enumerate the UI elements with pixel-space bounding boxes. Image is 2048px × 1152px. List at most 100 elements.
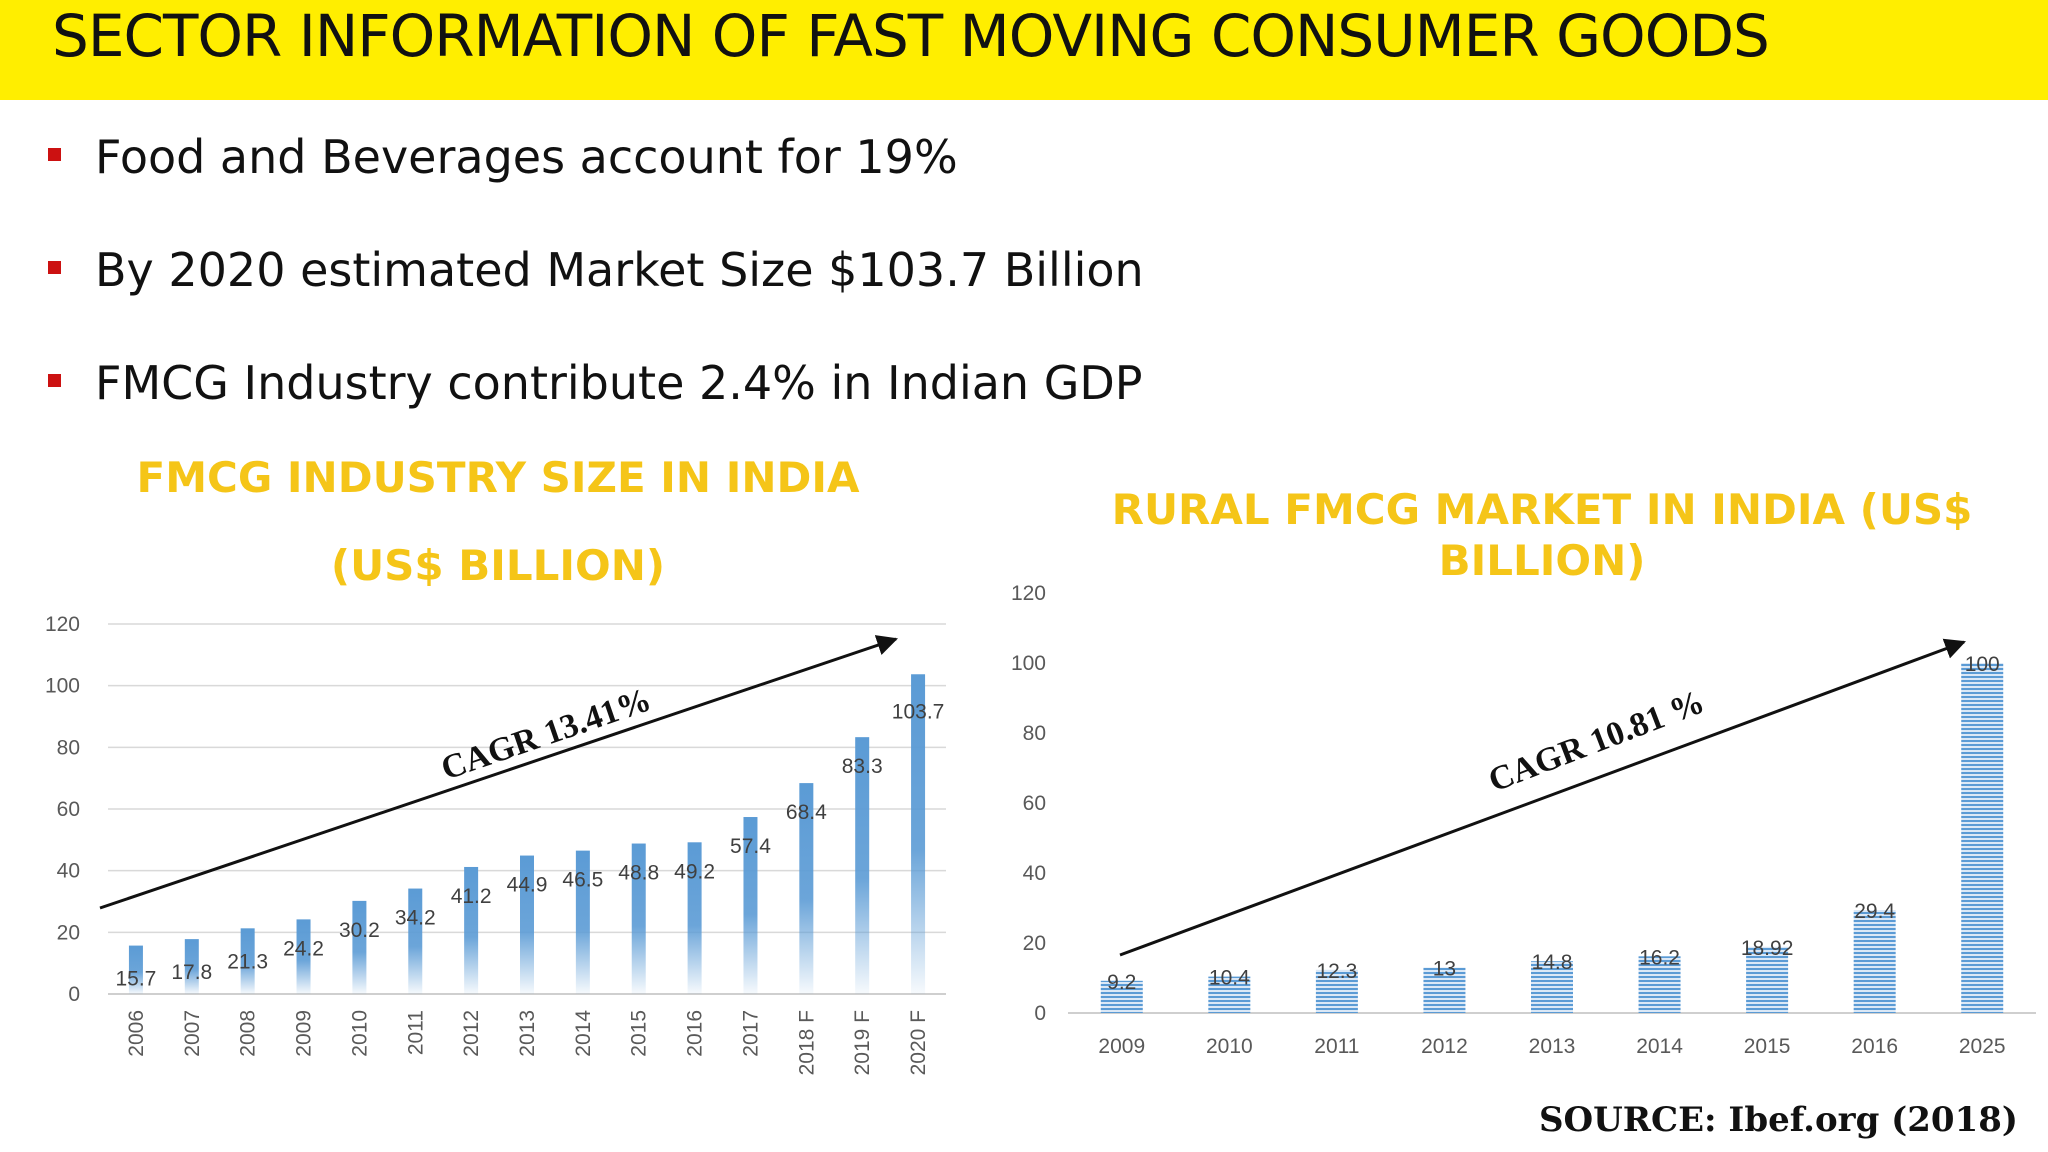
bar bbox=[184, 939, 199, 994]
data-label: 13 bbox=[1433, 958, 1456, 981]
y-tick-label: 120 bbox=[1011, 582, 1046, 605]
data-label: 103.7 bbox=[892, 700, 945, 723]
x-tick-label: 2013 bbox=[1529, 1035, 1576, 1058]
data-label: 83.3 bbox=[842, 755, 883, 778]
bar bbox=[743, 817, 758, 994]
x-tick-label: 2009 bbox=[1098, 1035, 1145, 1058]
data-label: 100 bbox=[1965, 653, 2000, 676]
data-label: 46.5 bbox=[562, 869, 603, 892]
x-tick-label: 2011 bbox=[404, 1010, 427, 1055]
y-tick-label: 20 bbox=[57, 921, 80, 944]
bullet-text: By 2020 estimated Market Size $103.7 Bil… bbox=[95, 243, 1144, 297]
cagr-arrow-icon bbox=[99, 635, 898, 910]
x-tick-label: 2010 bbox=[348, 1010, 371, 1057]
chart-2: 0 20 40 60 80 100 120 9.2 2009 10.4 2010 12.3 2011 13… bbox=[1011, 582, 2036, 1058]
x-tick-label: 2007 bbox=[181, 1010, 204, 1057]
bar bbox=[1853, 910, 1896, 1013]
bullet-text: FMCG Industry contribute 2.4% in Indian … bbox=[95, 356, 1143, 410]
chart-2-subtitle: BILLION) bbox=[1438, 536, 1646, 585]
x-tick-label: 2014 bbox=[572, 1010, 595, 1057]
y-tick-label: 100 bbox=[45, 675, 80, 698]
source-citation: SOURCE: Ibef.org (2018) bbox=[1538, 1100, 2018, 1140]
y-tick-label: 0 bbox=[68, 983, 80, 1006]
y-tick-label: 40 bbox=[1023, 862, 1046, 885]
y-tick-label: 80 bbox=[1023, 722, 1046, 745]
x-tick-label: 2016 bbox=[684, 1010, 707, 1057]
cagr-annotation: CAGR 13.41% bbox=[437, 681, 656, 787]
y-tick-label: 40 bbox=[57, 860, 80, 883]
bar bbox=[631, 843, 646, 994]
bar bbox=[1531, 961, 1573, 1013]
y-tick-label: 100 bbox=[1011, 652, 1046, 675]
y-tick-label: 20 bbox=[1023, 932, 1046, 955]
data-label: 30.2 bbox=[339, 919, 380, 942]
data-label: 15.7 bbox=[115, 968, 156, 991]
x-tick-label: 2015 bbox=[1744, 1035, 1791, 1058]
x-tick-label: 2006 bbox=[125, 1010, 148, 1057]
bullet-item: Food and Beverages account for 19% bbox=[48, 122, 958, 192]
x-tick-label: 2012 bbox=[460, 1010, 483, 1057]
bar bbox=[1423, 967, 1466, 1013]
data-label: 14.8 bbox=[1532, 951, 1573, 974]
chart-2-title: RURAL FMCG MARKET IN INDIA (US$ bbox=[1111, 485, 1973, 534]
data-label: 34.2 bbox=[395, 907, 436, 930]
page-title: SECTOR INFORMATION OF FAST MOVING CONSUM… bbox=[52, 2, 1770, 70]
bar bbox=[1638, 956, 1681, 1013]
x-tick-label: 2012 bbox=[1421, 1035, 1468, 1058]
bar bbox=[799, 783, 814, 994]
data-label: 29.4 bbox=[1854, 900, 1895, 923]
y-tick-label: 60 bbox=[1023, 792, 1046, 815]
y-tick-label: 60 bbox=[57, 798, 80, 821]
data-label: 41.2 bbox=[451, 885, 492, 908]
x-tick-label: 2014 bbox=[1636, 1035, 1683, 1058]
bullet-marker-icon bbox=[48, 148, 61, 161]
bar bbox=[296, 919, 311, 994]
y-tick-label: 120 bbox=[45, 613, 80, 636]
data-label: 44.9 bbox=[507, 874, 548, 897]
data-label: 10.4 bbox=[1209, 967, 1250, 990]
data-label: 21.3 bbox=[227, 950, 268, 973]
x-tick-label: 2020 F bbox=[907, 1010, 930, 1075]
bar bbox=[520, 855, 534, 994]
chart-1-title: FMCG INDUSTRY SIZE IN INDIA bbox=[136, 453, 860, 502]
cagr-arrow-icon bbox=[1119, 638, 1966, 957]
x-tick-label: 2025 bbox=[1959, 1035, 2006, 1058]
data-label: 9.2 bbox=[1107, 971, 1136, 994]
cagr-annotation: CAGR 10.81 % bbox=[1484, 683, 1710, 799]
bar bbox=[1100, 980, 1143, 1013]
data-label: 68.4 bbox=[786, 801, 827, 824]
bar bbox=[352, 900, 367, 994]
x-tick-label: 2011 bbox=[1314, 1035, 1359, 1058]
x-tick-label: 2013 bbox=[516, 1010, 539, 1057]
data-label: 24.2 bbox=[283, 937, 324, 960]
bar bbox=[855, 737, 870, 994]
x-tick-label: 2010 bbox=[1206, 1035, 1253, 1058]
x-tick-label: 2015 bbox=[628, 1010, 651, 1057]
bullet-item: By 2020 estimated Market Size $103.7 Bil… bbox=[48, 235, 1144, 305]
title-bar: SECTOR INFORMATION OF FAST MOVING CONSUM… bbox=[0, 0, 2048, 100]
bullet-marker-icon bbox=[48, 374, 61, 387]
bar bbox=[1208, 976, 1251, 1013]
bar bbox=[1746, 946, 1789, 1013]
x-tick-label: 2019 F bbox=[851, 1010, 874, 1075]
bullet-marker-icon bbox=[48, 261, 61, 274]
bullet-text: Food and Beverages account for 19% bbox=[95, 130, 958, 184]
data-label: 49.2 bbox=[674, 860, 715, 883]
data-label: 57.4 bbox=[730, 835, 771, 858]
bar bbox=[911, 674, 926, 994]
x-tick-label: 2009 bbox=[293, 1010, 316, 1057]
bar bbox=[128, 945, 143, 994]
data-label: 16.2 bbox=[1639, 946, 1680, 969]
x-tick-label: 2016 bbox=[1851, 1035, 1898, 1058]
y-tick-label: 80 bbox=[57, 736, 80, 759]
bar bbox=[575, 850, 590, 994]
bar bbox=[240, 928, 255, 994]
bar bbox=[408, 888, 423, 994]
x-tick-label: 2017 bbox=[739, 1010, 762, 1057]
x-tick-label: 2008 bbox=[237, 1010, 260, 1057]
data-label: 17.8 bbox=[171, 961, 212, 984]
x-tick-label: 2018 F bbox=[795, 1010, 818, 1075]
bar bbox=[1961, 663, 2004, 1013]
chart-1-subtitle: (US$ BILLION) bbox=[330, 541, 666, 590]
